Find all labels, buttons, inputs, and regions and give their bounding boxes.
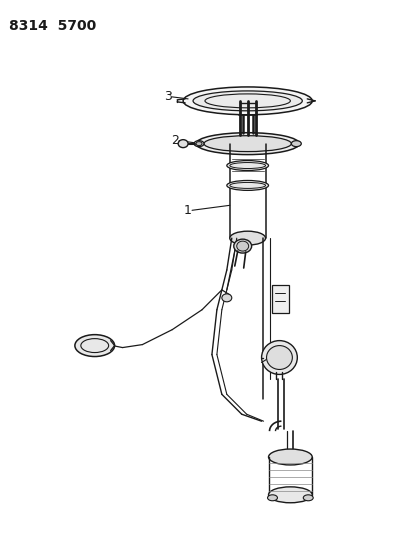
Ellipse shape bbox=[237, 241, 249, 251]
Ellipse shape bbox=[183, 87, 312, 115]
Ellipse shape bbox=[178, 140, 188, 148]
Ellipse shape bbox=[303, 495, 313, 501]
Ellipse shape bbox=[75, 335, 115, 357]
Ellipse shape bbox=[261, 341, 297, 375]
Bar bbox=[271, 285, 290, 313]
Ellipse shape bbox=[267, 495, 277, 501]
Text: 8314  5700: 8314 5700 bbox=[9, 19, 97, 33]
Ellipse shape bbox=[227, 160, 269, 171]
Ellipse shape bbox=[193, 91, 302, 111]
Ellipse shape bbox=[194, 141, 204, 147]
Ellipse shape bbox=[234, 239, 252, 253]
Ellipse shape bbox=[267, 345, 292, 369]
Ellipse shape bbox=[196, 133, 299, 155]
Ellipse shape bbox=[230, 231, 265, 245]
Ellipse shape bbox=[269, 449, 312, 465]
Text: 3: 3 bbox=[164, 91, 172, 103]
Ellipse shape bbox=[222, 294, 232, 302]
Ellipse shape bbox=[269, 487, 312, 503]
Ellipse shape bbox=[196, 142, 202, 146]
Ellipse shape bbox=[292, 141, 301, 147]
Text: 2: 2 bbox=[171, 134, 179, 147]
Ellipse shape bbox=[204, 136, 292, 151]
Ellipse shape bbox=[227, 181, 269, 190]
Text: 1: 1 bbox=[184, 204, 192, 217]
